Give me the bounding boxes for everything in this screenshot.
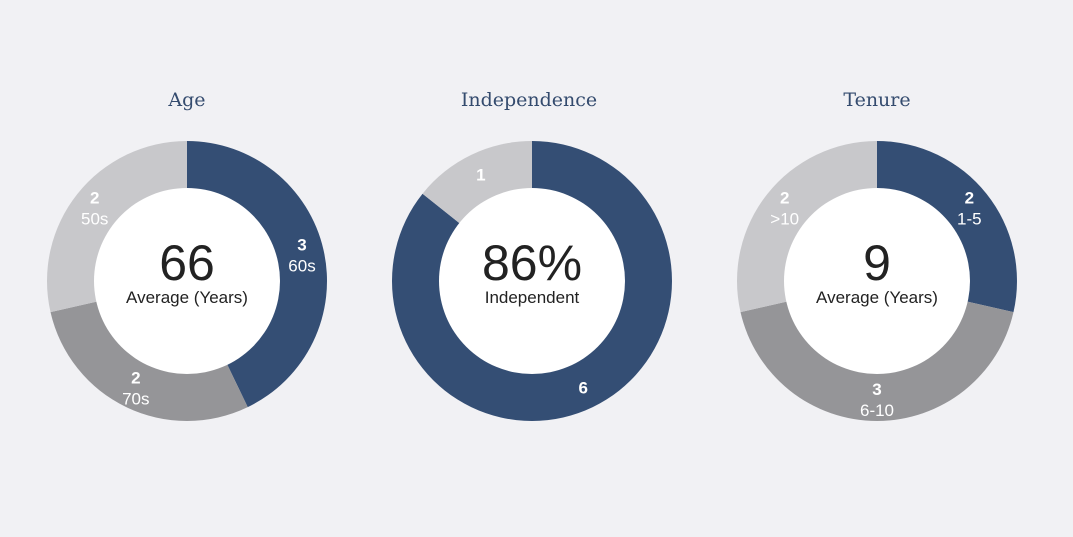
age-slice-count: 2 <box>131 368 140 387</box>
age-slice-count: 3 <box>297 236 306 255</box>
age-slice-category: 70s <box>122 389 149 408</box>
independence-slice-label: 1 <box>476 166 485 185</box>
age-slice-category: 50s <box>81 209 108 228</box>
tenure-donut-chart: Tenure 9 Average (Years) 2 1-53 6-102 >10 <box>737 89 1017 421</box>
tenure-slice-count: 2 <box>780 188 789 207</box>
independence-slice-count: 1 <box>476 166 485 185</box>
tenure-slice-label: 3 6-10 <box>860 380 894 420</box>
tenure-slice-label: 2 1-5 <box>957 188 982 228</box>
age-center-label: Average (Years) <box>126 288 248 307</box>
independence-chart-title: Independence <box>461 89 597 111</box>
tenure-center-label: Average (Years) <box>816 288 938 307</box>
independence-slice-count: 6 <box>578 378 587 397</box>
independence-slice-label: 6 <box>578 378 587 397</box>
age-center-value: 66 <box>159 235 215 291</box>
independence-center-value: 86% <box>482 235 582 291</box>
tenure-slice-label: 2 >10 <box>770 188 799 228</box>
age-donut-center <box>94 188 280 374</box>
tenure-slice-labels: 2 1-53 6-102 >10 <box>770 188 981 420</box>
tenure-center-value: 9 <box>863 235 891 291</box>
age-slice-label: 2 50s <box>81 188 108 228</box>
tenure-chart-title: Tenure <box>843 89 910 111</box>
tenure-slice-category: >10 <box>770 209 799 228</box>
tenure-slice-count: 2 <box>965 188 974 207</box>
independence-slice-labels: 61 <box>476 166 588 398</box>
tenure-donut-center <box>784 188 970 374</box>
independence-donut-center <box>439 188 625 374</box>
independence-center-label: Independent <box>485 288 580 307</box>
tenure-slice-category: 6-10 <box>860 401 894 420</box>
independence-donut-chart: Independence 86% Independent 61 <box>391 89 672 421</box>
age-chart-title: Age <box>167 89 205 111</box>
age-slice-count: 2 <box>90 188 99 207</box>
age-slice-category: 60s <box>288 257 315 276</box>
age-slice-label: 3 60s <box>288 236 315 276</box>
tenure-slice-category: 1-5 <box>957 209 982 228</box>
age-slice-label: 2 70s <box>122 368 149 408</box>
tenure-slice-count: 3 <box>872 380 881 399</box>
